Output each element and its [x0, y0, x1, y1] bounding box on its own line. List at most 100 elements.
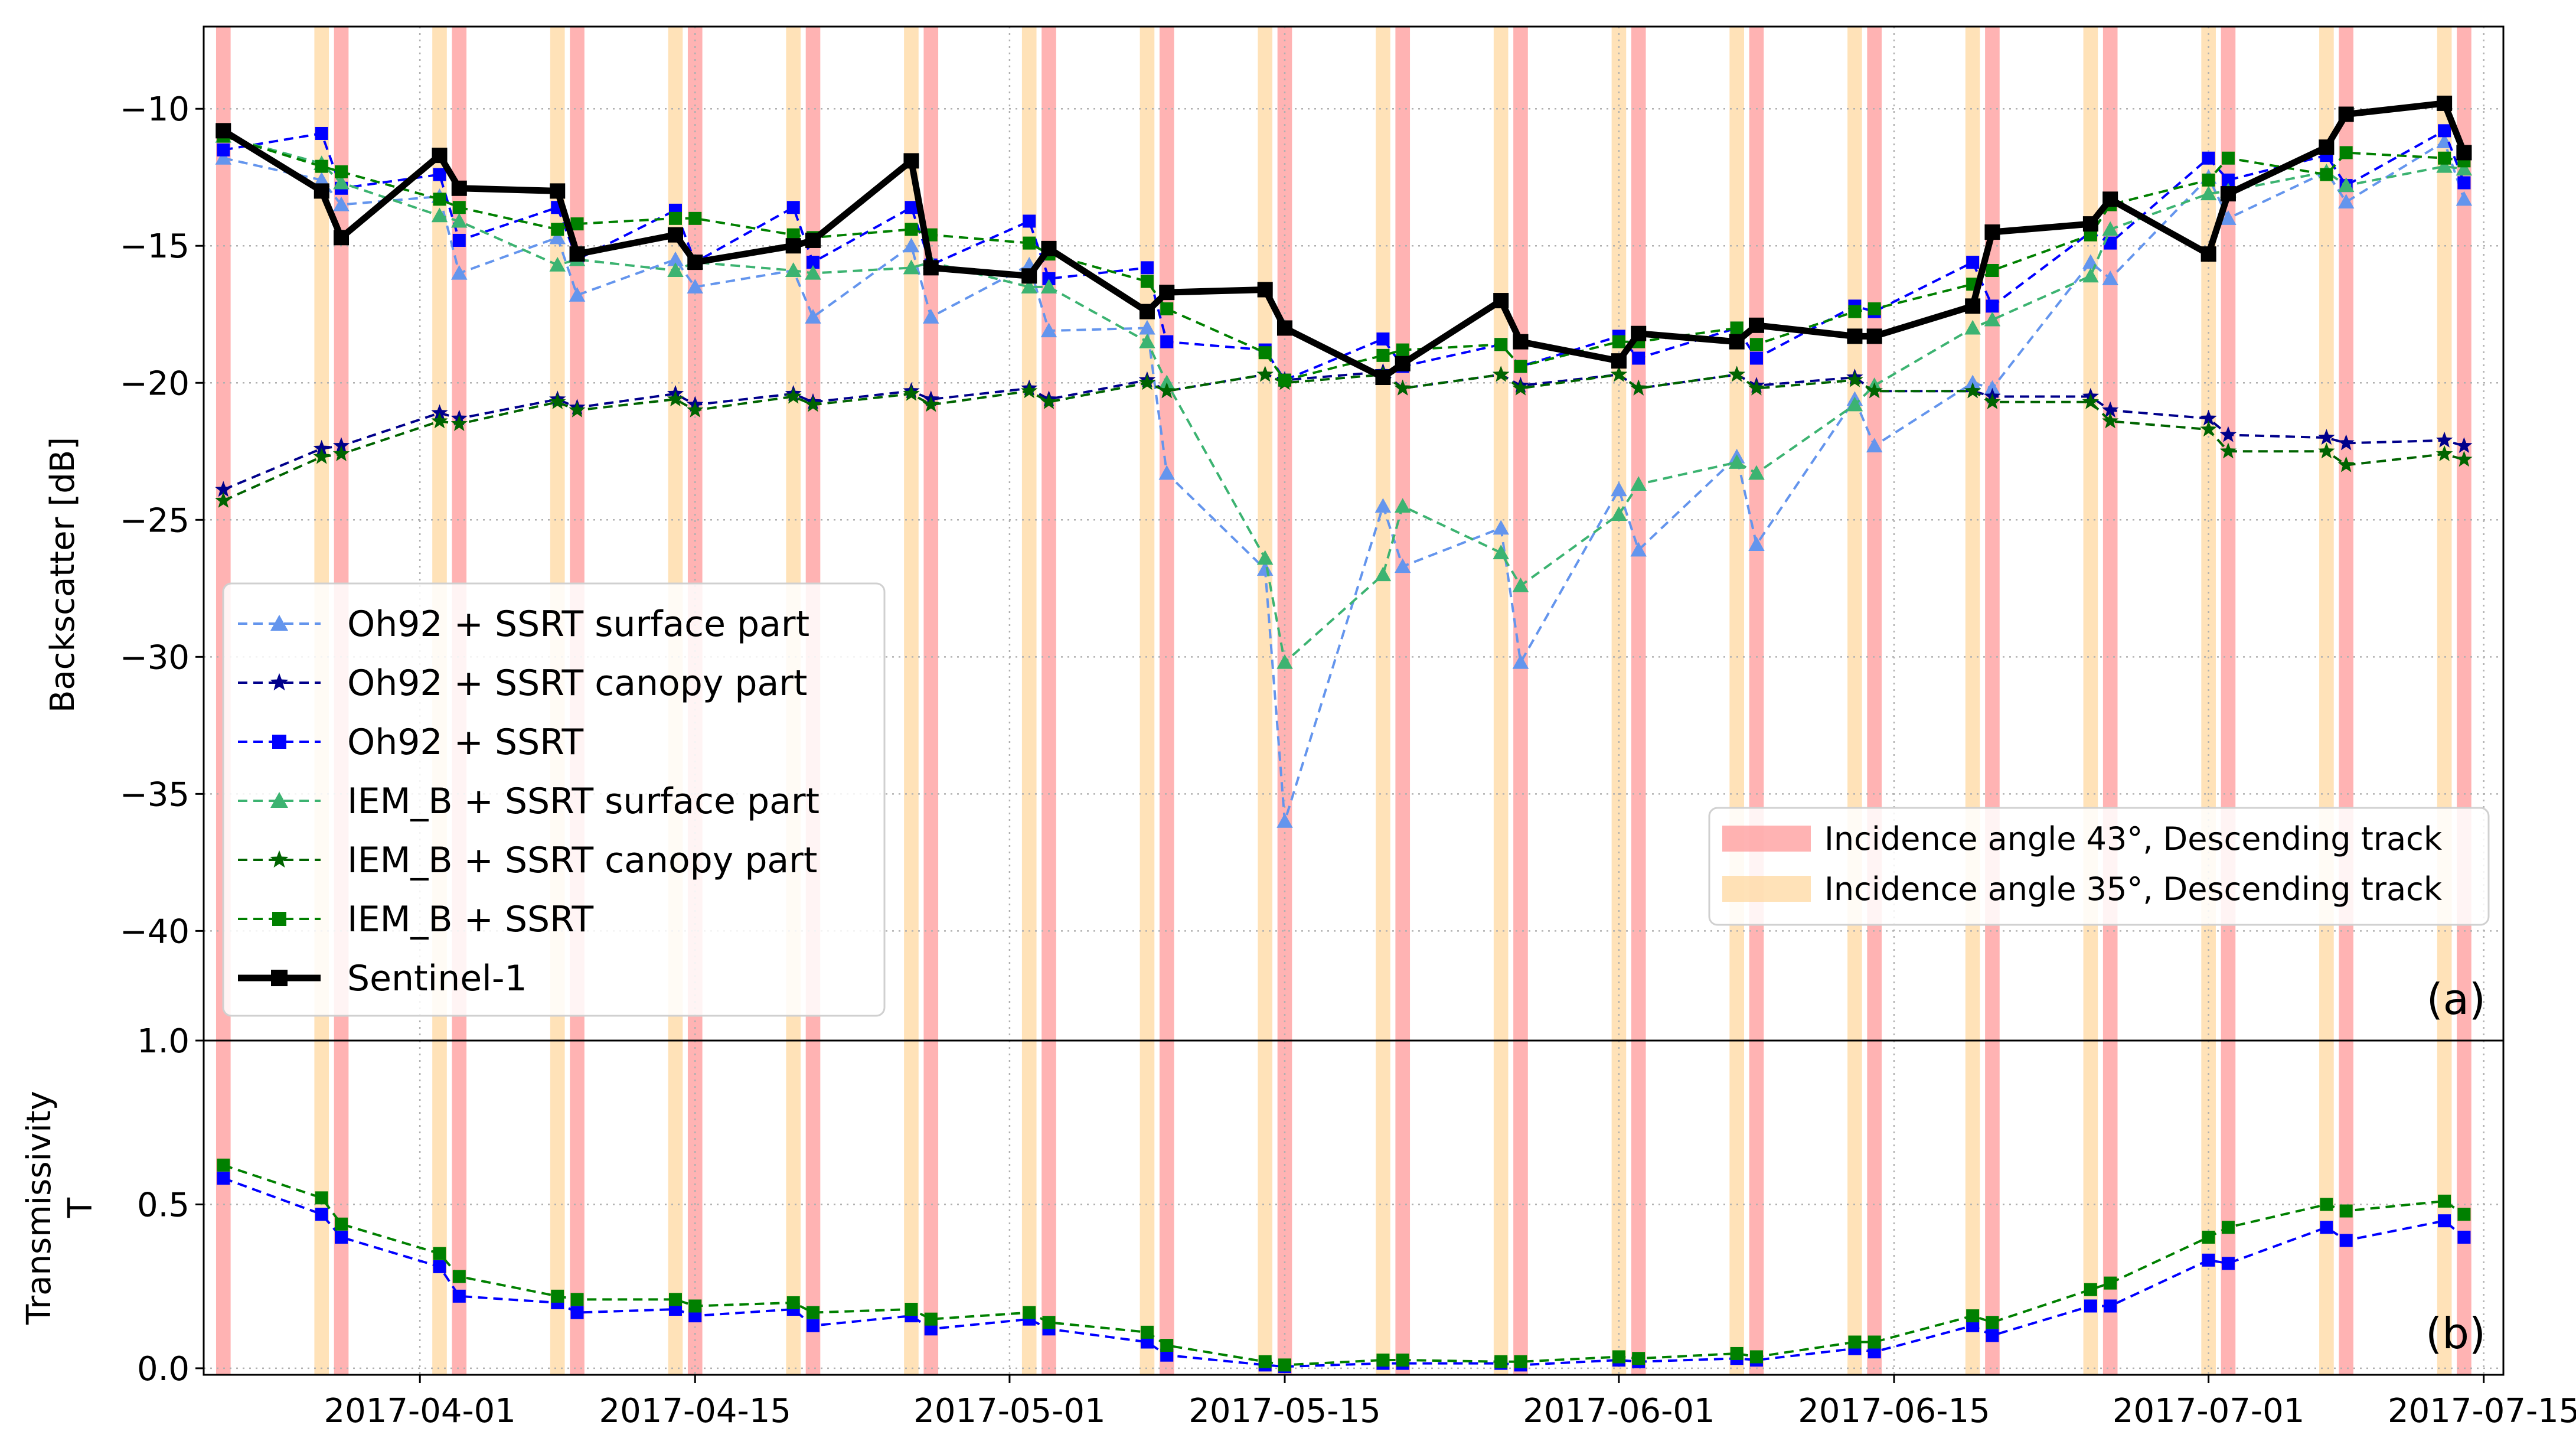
y-tick-label-p0: −40	[120, 912, 190, 951]
data-point-p1-1	[2339, 1204, 2353, 1218]
axes: 2017-04-01 2017-04-15 2017-05-01 2017-05-15…	[20, 25, 2576, 1430]
data-point-p0-0	[1984, 380, 2001, 395]
data-point-p1-1	[1042, 1316, 1056, 1329]
y-tick-label-p0: −20	[120, 364, 190, 403]
data-point-p0-2	[807, 256, 820, 269]
data-point-p0-0	[805, 309, 821, 324]
band-legend-swatch	[1722, 826, 1811, 852]
data-point-p0-2	[905, 201, 918, 214]
data-point-p0-2	[452, 233, 466, 247]
data-point-p0-2	[786, 201, 800, 214]
data-point-p0-5	[570, 217, 584, 231]
data-point-p0-3	[1021, 279, 1037, 294]
data-point-p0-6	[314, 183, 329, 199]
data-point-p0-2	[1160, 335, 1174, 348]
y-tick-label-p0: −35	[120, 775, 190, 814]
data-point-p0-6	[1847, 328, 1863, 344]
data-point-p1-1	[2438, 1194, 2451, 1208]
band-orange-p1	[786, 1041, 801, 1375]
y-axis-title-a: Backscatter [dB]	[44, 437, 82, 713]
data-point-p1-1	[2104, 1276, 2117, 1290]
band-red-p1	[2102, 1041, 2118, 1375]
legend-swatch-marker	[270, 792, 288, 808]
data-point-p1-1	[2221, 1221, 2235, 1234]
data-point-p1-1	[2084, 1283, 2097, 1296]
data-point-p1-1	[1160, 1339, 1174, 1352]
data-point-p0-2	[1140, 261, 1154, 275]
data-point-p0-4	[1493, 366, 1510, 382]
data-point-p0-6	[1866, 328, 1882, 344]
data-point-p0-4	[1040, 393, 1057, 409]
data-point-p0-0	[569, 287, 586, 302]
data-point-p0-5	[1867, 302, 1881, 315]
data-point-p0-6	[1041, 240, 1057, 256]
data-point-p1-0	[1986, 1329, 1999, 1342]
data-point-p0-5	[2320, 168, 2333, 181]
data-point-p0-3	[1374, 566, 1392, 582]
data-point-p0-5	[1160, 302, 1174, 315]
data-point-p1-1	[1278, 1358, 1291, 1372]
data-point-p0-4	[1728, 366, 1745, 382]
data-point-p1-0	[217, 1172, 230, 1185]
data-point-p0-0	[1139, 319, 1155, 335]
data-point-p0-1	[431, 404, 448, 420]
data-point-p0-4	[332, 445, 350, 461]
band-red-p1	[570, 1041, 585, 1375]
data-point-p0-5	[1258, 346, 1272, 360]
data-point-p0-5	[2221, 151, 2235, 165]
data-point-p0-3	[1728, 454, 1745, 469]
band-orange-p1	[1847, 1041, 1862, 1375]
data-point-p1-1	[1632, 1352, 1645, 1365]
data-point-p1-0	[2320, 1221, 2333, 1234]
data-point-p0-4	[1748, 379, 1765, 396]
data-point-p0-3	[2436, 158, 2453, 173]
data-point-p1-1	[551, 1289, 564, 1303]
y-tick-label-p0: −10	[120, 90, 190, 129]
legend-label: IEM_B + SSRT	[347, 899, 593, 940]
data-point-p0-0	[1748, 536, 1765, 552]
data-point-p0-3	[1630, 476, 1647, 491]
data-point-p0-4	[2337, 456, 2355, 472]
data-point-p0-3	[1611, 506, 1627, 521]
x-tick-label: 2017-04-01	[324, 1392, 515, 1430]
band-legend-label: Incidence angle 43°, Descending track	[1824, 820, 2443, 857]
data-point-p0-0	[451, 265, 468, 280]
band-red-p0	[1513, 27, 1528, 1041]
x-tick-label: 2017-07-15	[2388, 1392, 2576, 1430]
data-point-p0-4	[215, 492, 232, 508]
data-point-p0-6	[569, 246, 585, 262]
data-point-p1-0	[2457, 1230, 2471, 1244]
legend-label: Oh92 + SSRT canopy part	[347, 663, 807, 704]
data-point-p1-0	[1140, 1335, 1154, 1349]
series-line-p0-3	[223, 135, 2464, 664]
x-tick-label: 2017-06-15	[1798, 1392, 1990, 1430]
data-point-p0-4	[450, 415, 468, 431]
data-point-p1-1	[1867, 1335, 1881, 1349]
band-red-p1	[1395, 1041, 1411, 1375]
data-point-p0-1	[215, 481, 232, 497]
data-point-p1-1	[924, 1312, 938, 1326]
panel-label: (a)	[2427, 974, 2486, 1024]
data-point-p0-5	[1278, 373, 1291, 387]
band-orange-p1	[1611, 1041, 1627, 1375]
data-point-p0-0	[903, 237, 920, 253]
data-point-p0-6	[216, 123, 231, 139]
series-legend-box	[222, 582, 886, 1017]
data-point-p0-3	[785, 262, 802, 278]
data-point-p1-1	[1848, 1335, 1862, 1349]
data-point-p1-1	[2457, 1208, 2471, 1221]
data-point-p0-5	[1848, 305, 1862, 318]
band-orange-p1	[2201, 1041, 2216, 1375]
data-point-p1-1	[1966, 1309, 1980, 1323]
data-point-p1-1	[335, 1217, 348, 1231]
legend-label: Oh92 + SSRT surface part	[347, 604, 809, 645]
data-point-p0-5	[1612, 335, 1625, 348]
data-point-p0-5	[1140, 275, 1154, 288]
data-point-p0-5	[1494, 338, 1508, 351]
data-point-p1-1	[688, 1299, 702, 1313]
legend-label: Oh92 + SSRT	[347, 722, 584, 763]
data-point-p0-3	[1748, 465, 1765, 480]
series-line-p0-5	[223, 135, 2464, 382]
band-red-p1	[1159, 1041, 1174, 1375]
band-orange-p1	[432, 1041, 447, 1375]
